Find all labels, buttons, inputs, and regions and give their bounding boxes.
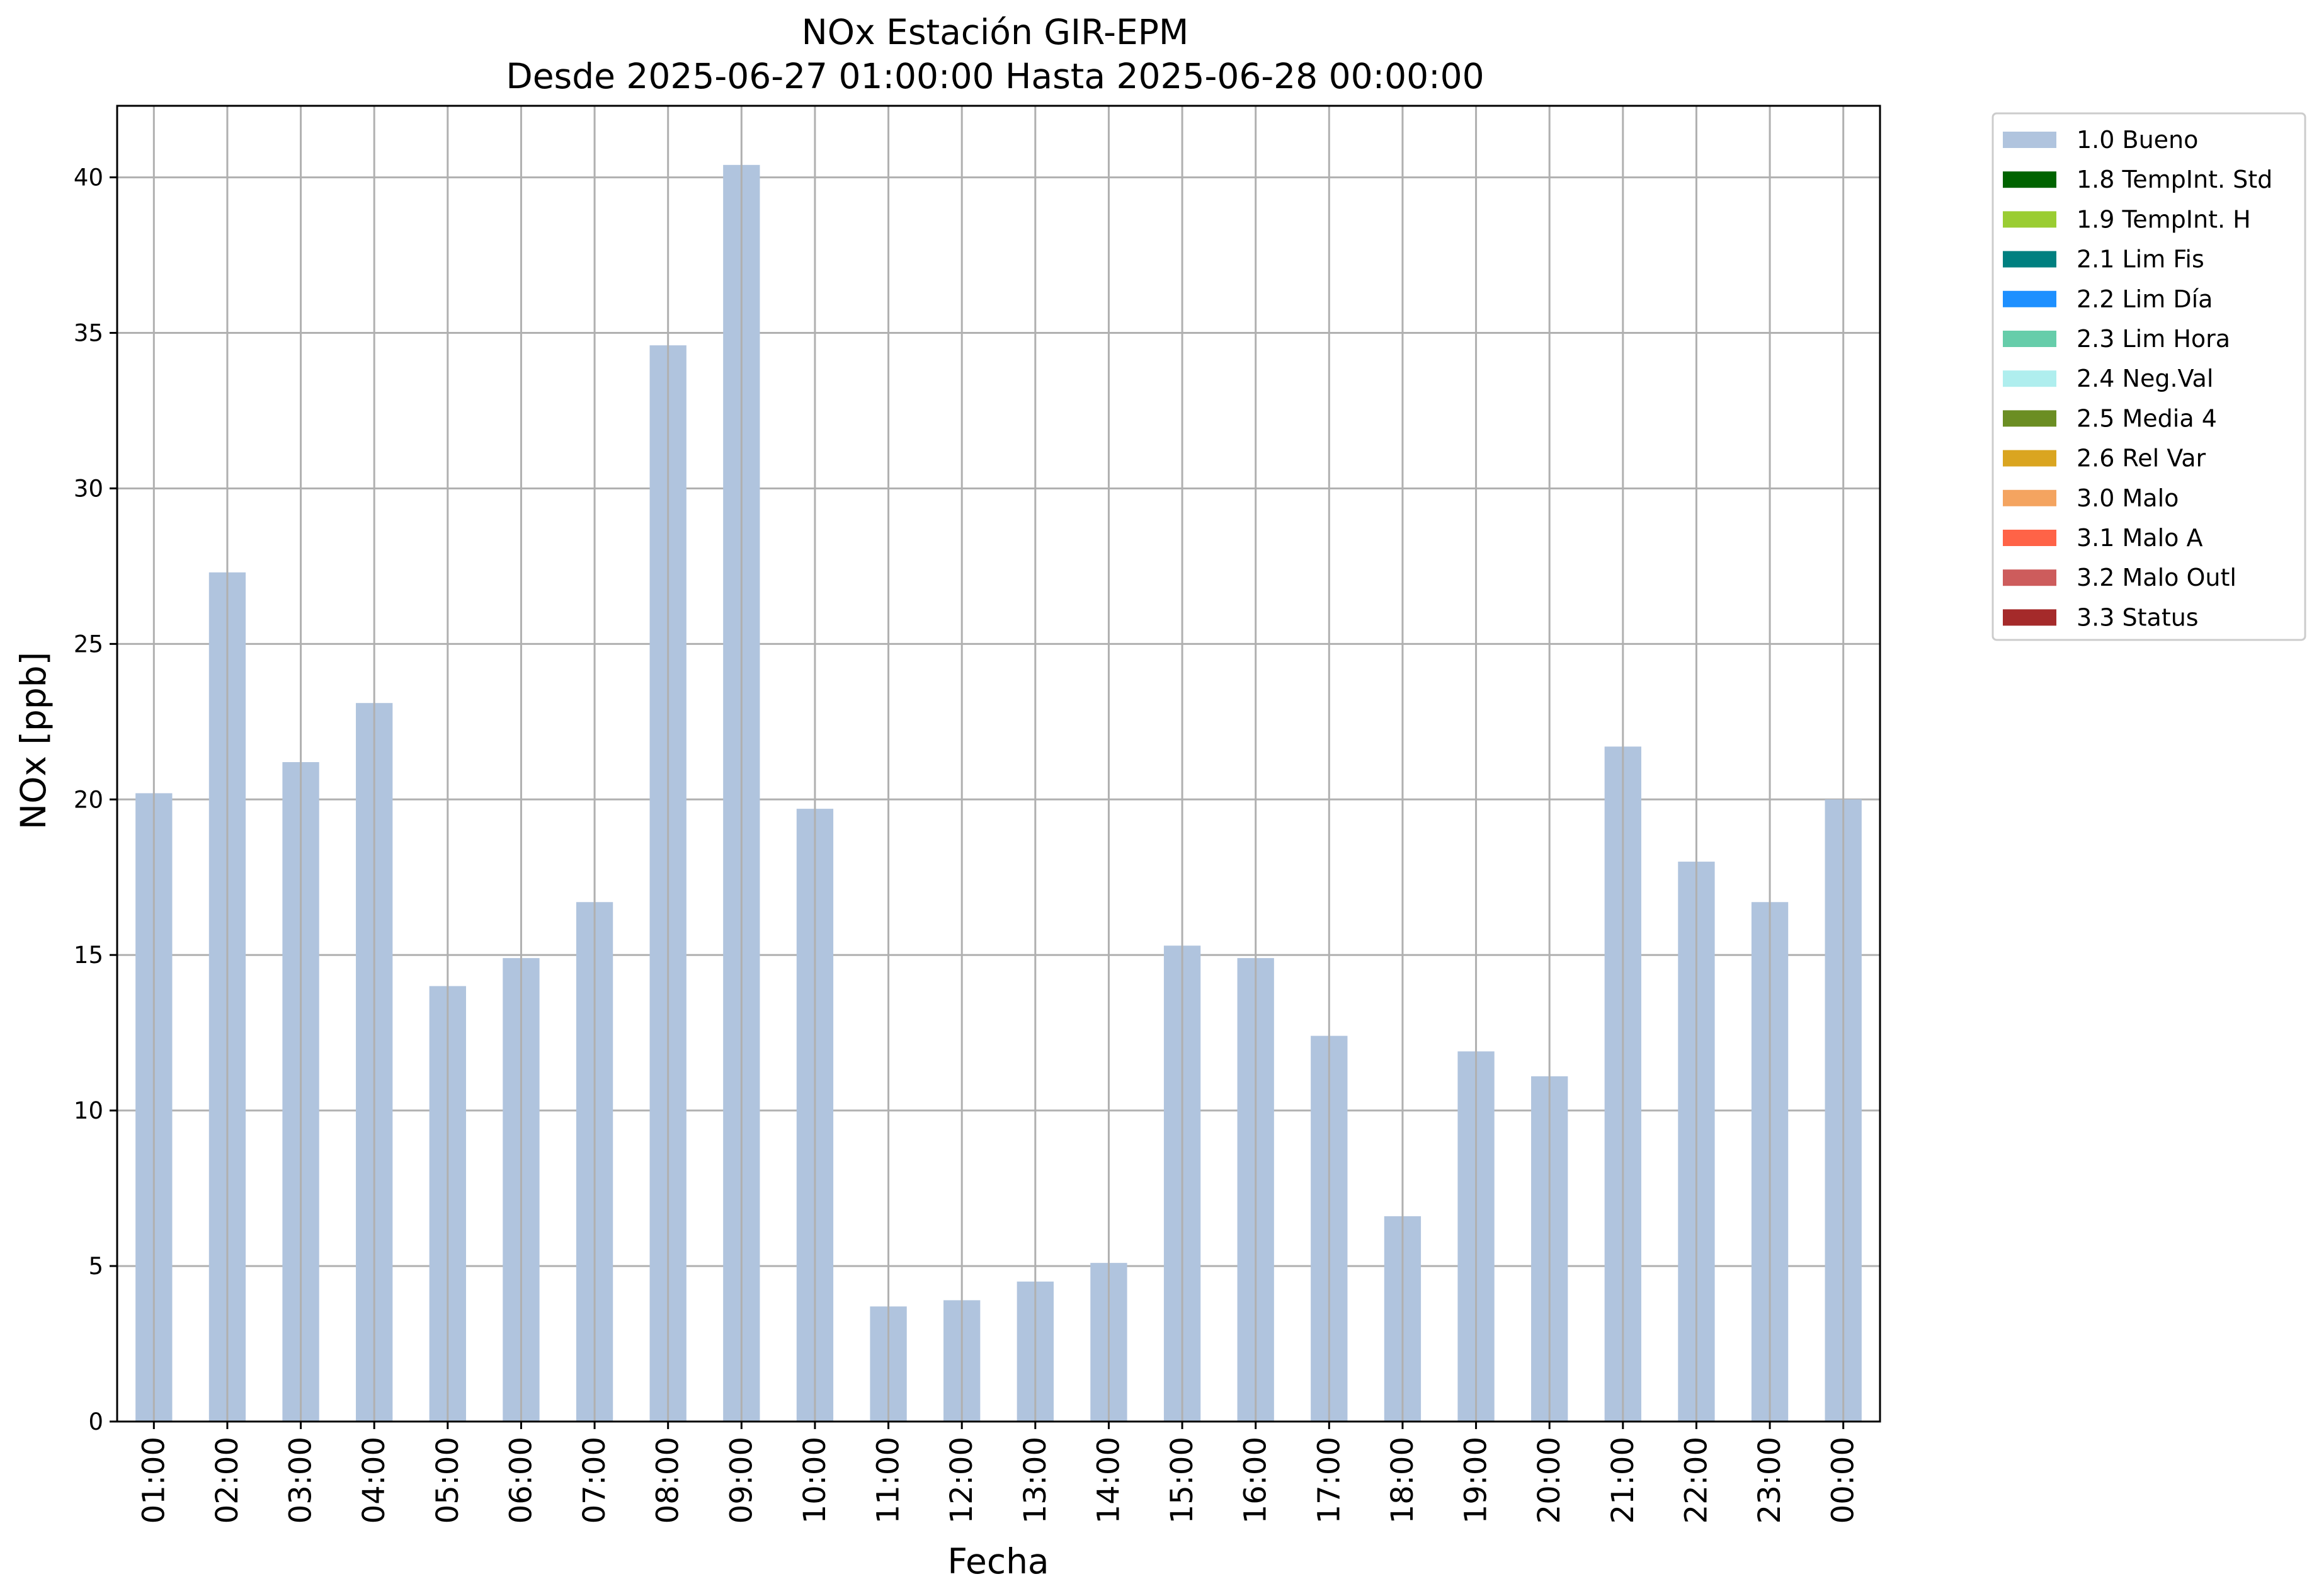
x-tick-label: 06:00 [503, 1437, 538, 1524]
x-tick-label: 21:00 [1605, 1437, 1641, 1524]
legend-swatch [2003, 331, 2056, 347]
legend-swatch [2003, 410, 2056, 427]
legend-frame [1991, 112, 2306, 641]
y-tick-label: 0 [88, 1408, 103, 1435]
legend-label: 3.0 Malo [2077, 484, 2179, 512]
legend-label: 2.4 Neg.Val [2077, 365, 2213, 392]
x-tick-label: 10:00 [797, 1437, 833, 1524]
y-tick-label: 35 [74, 320, 103, 347]
y-tick-label: 5 [88, 1253, 103, 1280]
x-tick-label: 09:00 [724, 1437, 759, 1524]
plot-frame [116, 105, 1881, 1423]
x-tick-label: 08:00 [651, 1437, 686, 1524]
legend-swatch [2003, 370, 2056, 387]
x-tick-label: 01:00 [136, 1437, 171, 1524]
legend-swatch [2003, 211, 2056, 228]
grid-lines [117, 176, 1880, 1423]
vertical-grid-lines [152, 106, 1845, 1422]
y-tick-label: 20 [74, 786, 103, 813]
y-tick-label: 40 [74, 164, 103, 191]
x-axis-label: Fecha [947, 1541, 1049, 1582]
x-tick-label: 00:00 [1826, 1437, 1861, 1524]
legend-label: 2.6 Rel Var [2077, 445, 2206, 472]
legend-label: 3.1 Malo A [2077, 524, 2202, 552]
legend-label: 2.1 Lim Fis [2077, 246, 2204, 273]
legend-label: 2.3 Lim Hora [2077, 325, 2230, 353]
legend-swatch [2003, 290, 2056, 307]
chart-title: NOx Estación GIR-EPM [802, 12, 1189, 52]
legend-swatch [2003, 609, 2056, 626]
x-tick-label: 02:00 [210, 1437, 245, 1524]
x-tick-label: 16:00 [1238, 1437, 1273, 1524]
legend-label: 3.2 Malo Outl [2077, 564, 2236, 591]
x-tick-label: 15:00 [1165, 1437, 1200, 1524]
x-tick-label: 19:00 [1459, 1437, 1494, 1524]
x-tick-label: 14:00 [1091, 1437, 1126, 1524]
x-tick-label: 03:00 [283, 1437, 319, 1524]
y-tick-label: 25 [74, 630, 103, 658]
x-tick-label: 13:00 [1018, 1437, 1053, 1524]
legend-label: 1.9 TempInt. H [2077, 205, 2251, 233]
y-tick-label: 30 [74, 475, 103, 502]
legend-label: 2.5 Media 4 [2077, 404, 2217, 432]
x-tick-label: 04:00 [356, 1437, 392, 1524]
legend-label: 2.2 Lim Día [2077, 285, 2213, 313]
legend-label: 3.3 Status [2077, 603, 2199, 631]
x-tick-label: 18:00 [1385, 1437, 1420, 1524]
legend-swatch [2003, 530, 2056, 546]
x-tick-label: 22:00 [1678, 1437, 1714, 1524]
legend-label: 1.8 TempInt. Std [2077, 166, 2272, 193]
y-axis-ticks: 0 5 10 15 20 25 30 35 40 [74, 164, 117, 1435]
legend-swatch [2003, 171, 2056, 188]
x-axis-ticks: 01:00 02:00 03:00 04:00 05:00 06:00 07:00 08:00… [136, 1422, 1861, 1524]
chart-subtitle: Desde 2025-06-27 01:00:00 Hasta 2025-06-… [506, 56, 1484, 96]
x-tick-label: 05:00 [430, 1437, 465, 1524]
x-tick-label: 23:00 [1752, 1437, 1787, 1524]
y-tick-label: 10 [74, 1097, 103, 1124]
bar-series [135, 164, 1862, 1422]
legend-swatch [2003, 569, 2056, 586]
y-axis-label: NOx [ppb] [13, 652, 54, 829]
x-tick-label: 12:00 [944, 1437, 979, 1524]
x-tick-label: 07:00 [577, 1437, 612, 1524]
x-tick-label: 11:00 [871, 1437, 906, 1524]
x-tick-label: 20:00 [1532, 1437, 1567, 1524]
legend-swatch [2003, 251, 2056, 268]
legend-swatch [2003, 450, 2056, 467]
legend: 1.0 Bueno 1.8 TempInt. Std 1.9 TempInt. H 2… [1991, 112, 2306, 641]
y-tick-label: 15 [74, 942, 103, 969]
legend-swatch [2003, 132, 2056, 148]
legend-swatch [2003, 489, 2056, 506]
legend-label: 1.0 Bueno [2077, 126, 2198, 154]
x-tick-label: 17:00 [1311, 1437, 1347, 1524]
